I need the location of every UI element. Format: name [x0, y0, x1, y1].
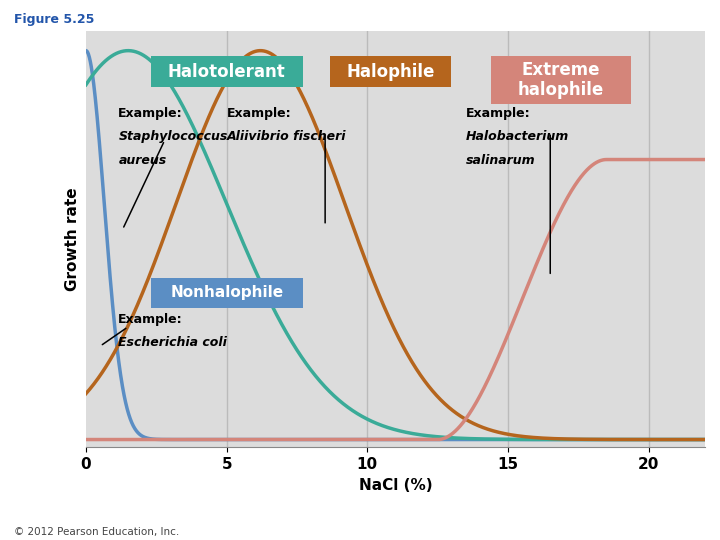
- X-axis label: NaCl (%): NaCl (%): [359, 477, 432, 492]
- Text: Halotolerant: Halotolerant: [168, 63, 286, 81]
- Text: Example:: Example:: [466, 107, 531, 120]
- FancyBboxPatch shape: [151, 56, 302, 87]
- Text: Halobacterium: Halobacterium: [466, 130, 569, 143]
- Text: Example:: Example:: [227, 107, 292, 120]
- Text: Example:: Example:: [118, 107, 183, 120]
- Text: Nonhalophile: Nonhalophile: [170, 286, 284, 300]
- Text: Escherichia coli: Escherichia coli: [118, 336, 228, 349]
- Y-axis label: Growth rate: Growth rate: [66, 187, 81, 291]
- FancyBboxPatch shape: [330, 56, 451, 87]
- Text: Halophile: Halophile: [346, 63, 435, 81]
- Text: Figure 5.25: Figure 5.25: [14, 14, 95, 26]
- FancyBboxPatch shape: [151, 278, 302, 308]
- Text: Aliivibrio fischeri: Aliivibrio fischeri: [227, 130, 346, 143]
- Text: salinarum: salinarum: [466, 154, 536, 167]
- FancyBboxPatch shape: [492, 56, 631, 104]
- Text: aureus: aureus: [118, 154, 166, 167]
- Text: Extreme
halophile: Extreme halophile: [518, 60, 604, 99]
- Text: © 2012 Pearson Education, Inc.: © 2012 Pearson Education, Inc.: [14, 527, 180, 537]
- Text: Example:: Example:: [118, 313, 183, 326]
- Text: Staphylococcus: Staphylococcus: [118, 130, 228, 143]
